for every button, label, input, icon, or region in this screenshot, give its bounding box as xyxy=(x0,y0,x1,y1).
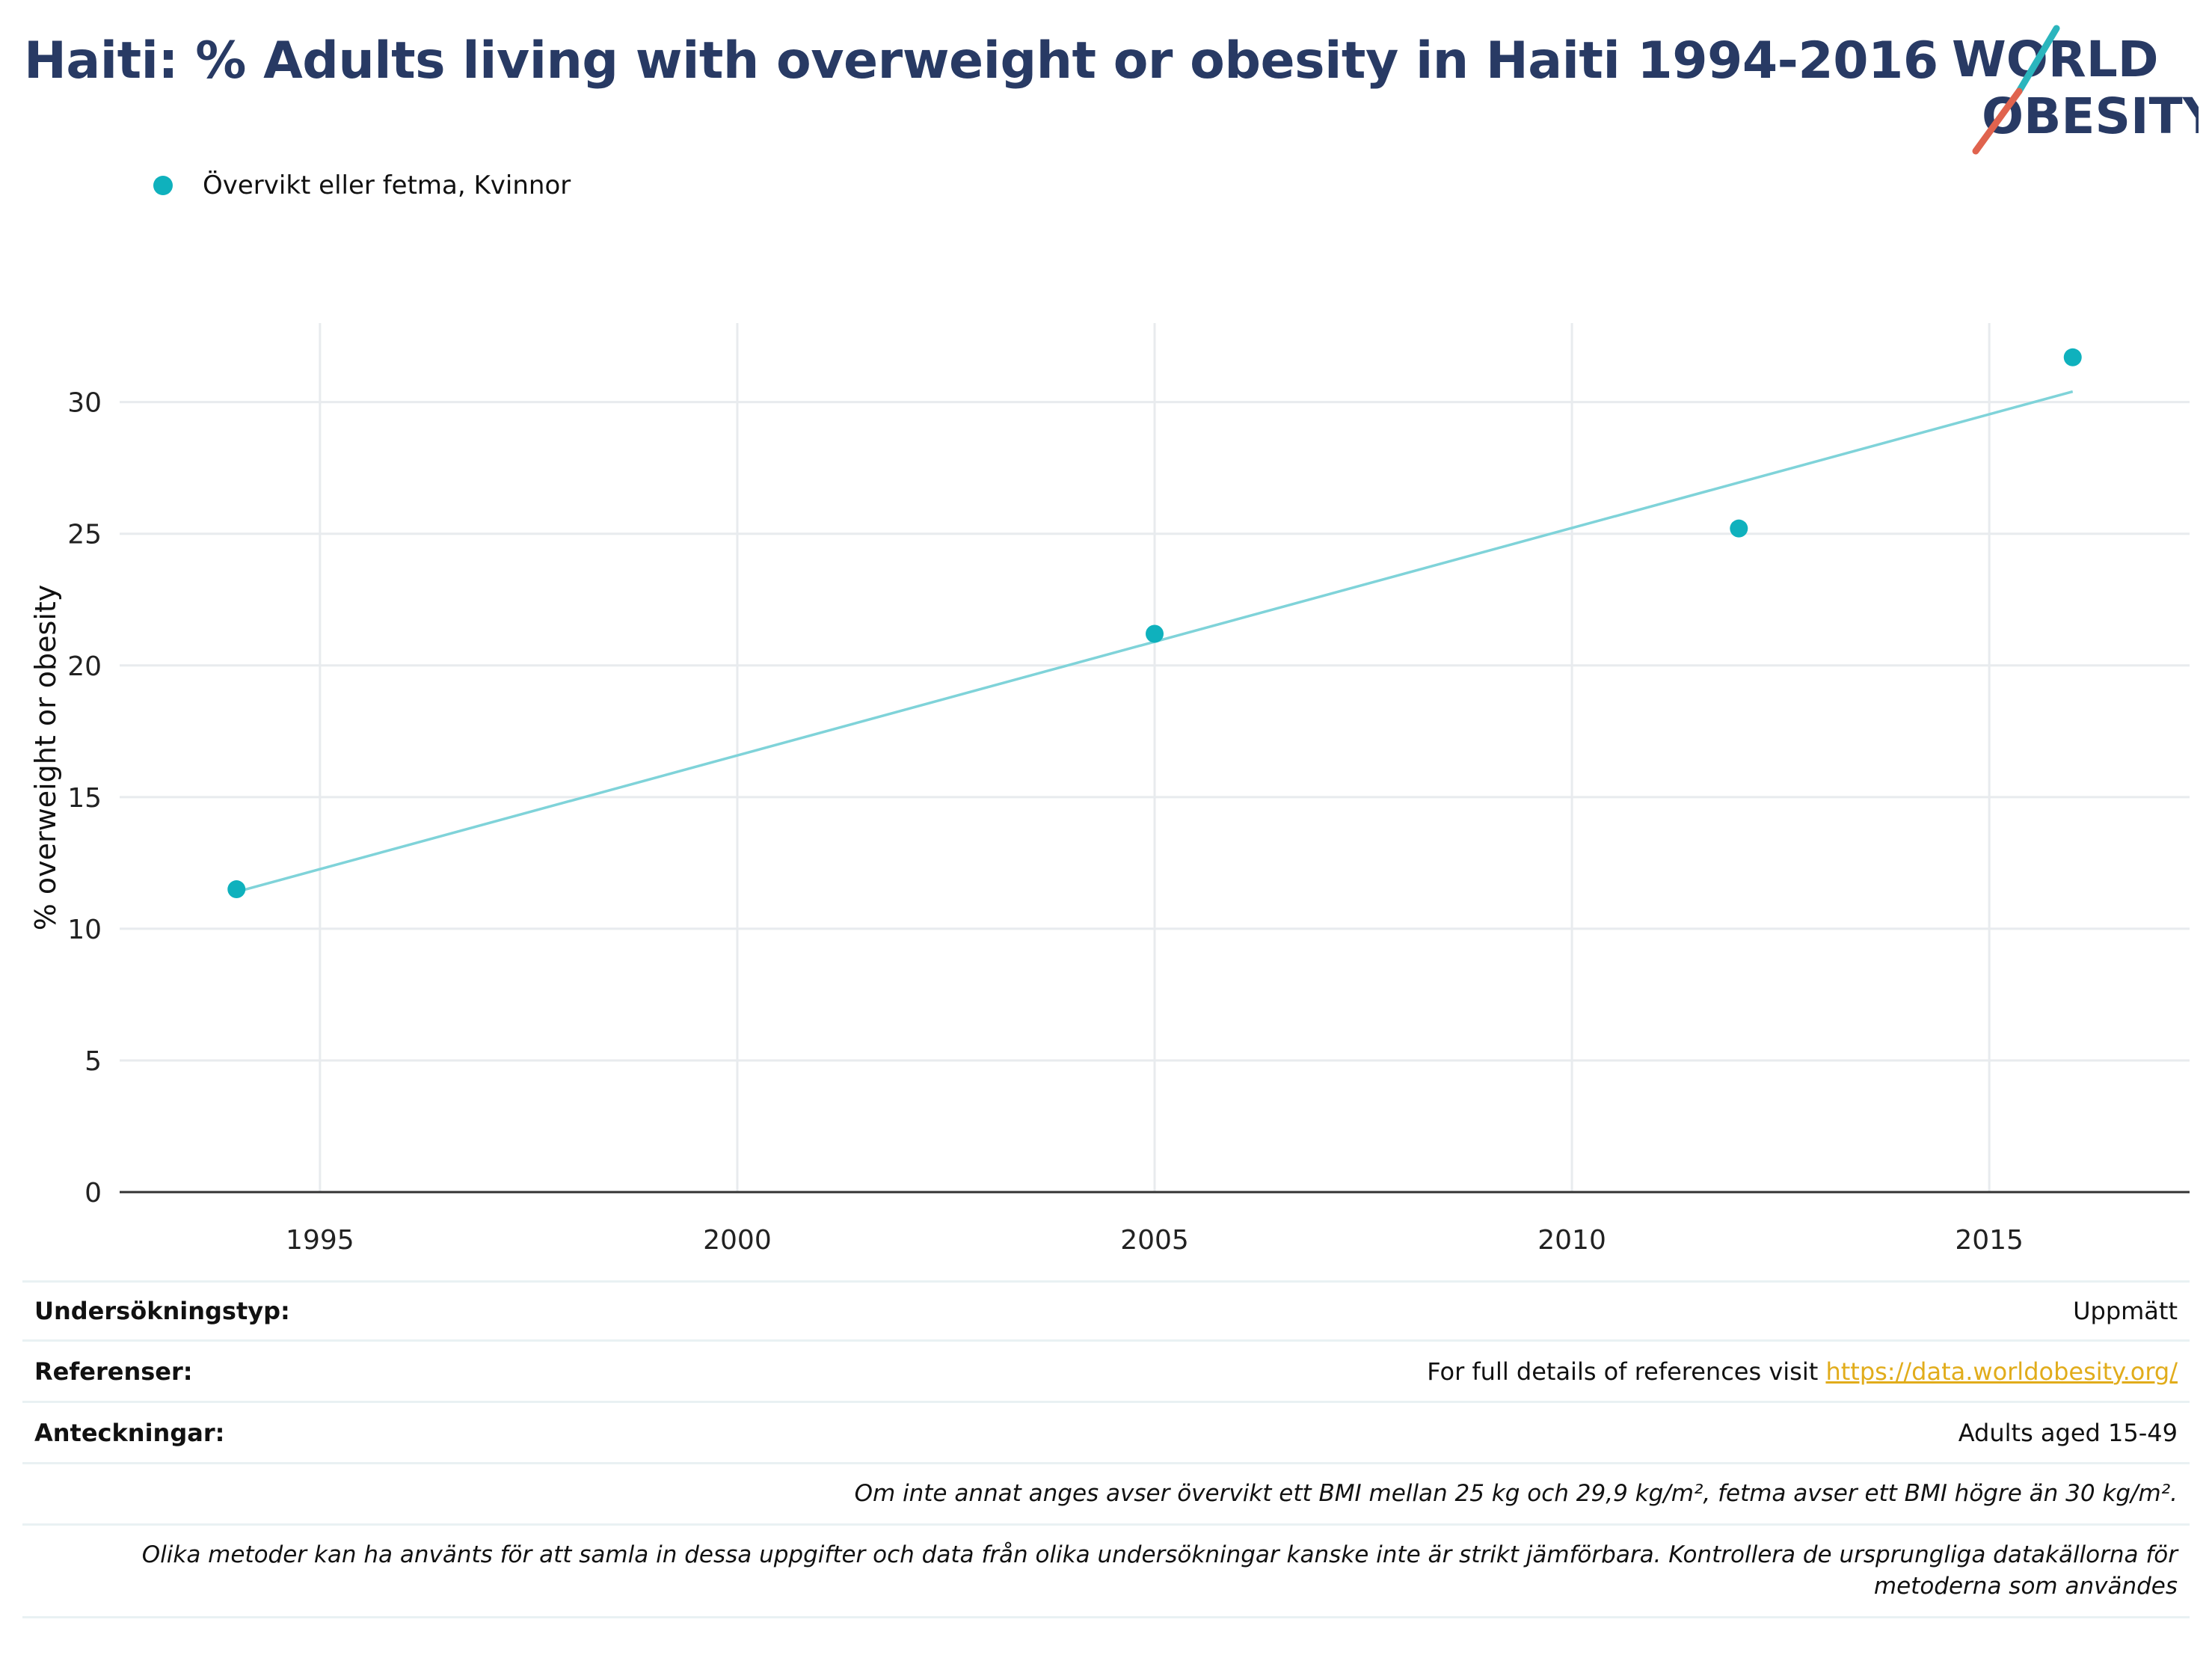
methods-note: Olika metoder kan ha använts för att sam… xyxy=(34,1540,2178,1603)
legend[interactable]: Övervikt eller fetma, Kvinnor xyxy=(153,171,571,200)
notes-value: Adults aged 15-49 xyxy=(1958,1418,2178,1447)
x-tick-label: 2005 xyxy=(1120,1225,1189,1256)
references-text: For full details of references visit xyxy=(1427,1357,1826,1386)
logo-slash-bottom xyxy=(1972,87,2023,155)
data-point xyxy=(1730,519,1748,538)
x-tick-label: 2000 xyxy=(703,1225,772,1256)
page-title: Haiti: % Adults living with overweight o… xyxy=(24,31,1938,90)
world-obesity-logo: WORLD OBESITY xyxy=(1952,25,2199,155)
notes-row: Anteckningar: Adults aged 15-49 xyxy=(22,1403,2190,1464)
survey-type-value: Uppmätt xyxy=(2073,1297,2178,1325)
references-row: Referenser: For full details of referenc… xyxy=(22,1342,2190,1403)
data-point xyxy=(227,880,246,899)
references-link[interactable]: https://data.worldobesity.org/ xyxy=(1825,1357,2178,1386)
y-tick-label: 20 xyxy=(67,651,102,682)
methods-note-row: Olika metoder kan ha använts för att sam… xyxy=(22,1526,2190,1618)
legend-label: Övervikt eller fetma, Kvinnor xyxy=(203,171,571,200)
methods-note-line1: Olika metoder kan ha använts för att sam… xyxy=(141,1541,2178,1568)
y-tick-label: 30 xyxy=(67,388,102,419)
data-point xyxy=(2063,348,2082,366)
logo-line1: WORLD xyxy=(1952,31,2159,88)
y-tick-label: 10 xyxy=(67,915,102,945)
x-tick-label: 2015 xyxy=(1955,1225,2024,1256)
bmi-note: Om inte annat anges avser övervikt ett B… xyxy=(854,1479,2178,1507)
methods-note-line2: metoderna som användes xyxy=(1873,1572,2178,1600)
logo-slash-top xyxy=(2015,25,2060,95)
references-value: For full details of references visit htt… xyxy=(1427,1357,2178,1386)
legend-marker xyxy=(153,176,173,195)
bmi-note-row: Om inte annat anges avser övervikt ett B… xyxy=(22,1464,2190,1526)
y-tick-label: 15 xyxy=(67,783,102,814)
data-point xyxy=(1146,624,1164,643)
y-tick-label: 25 xyxy=(67,520,102,550)
y-tick-label: 0 xyxy=(85,1178,102,1209)
references-label: Referenser: xyxy=(34,1357,193,1386)
y-axis-label: % overweight or obesity xyxy=(29,585,62,931)
survey-type-label: Undersökningstyp: xyxy=(34,1297,290,1325)
info-table: Undersökningstyp: Uppmätt Referenser: Fo… xyxy=(22,1280,2190,1618)
x-tick-label: 2010 xyxy=(1537,1225,1606,1256)
survey-type-row: Undersökningstyp: Uppmätt xyxy=(22,1280,2190,1342)
notes-label: Anteckningar: xyxy=(34,1418,225,1447)
x-tick-label: 1995 xyxy=(286,1225,354,1256)
scatter-chart: 1995 2000 2005 2010 2015 0 5 10 15 20 25 30 % overwe… xyxy=(29,323,2190,1256)
y-tick-label: 5 xyxy=(85,1046,102,1077)
